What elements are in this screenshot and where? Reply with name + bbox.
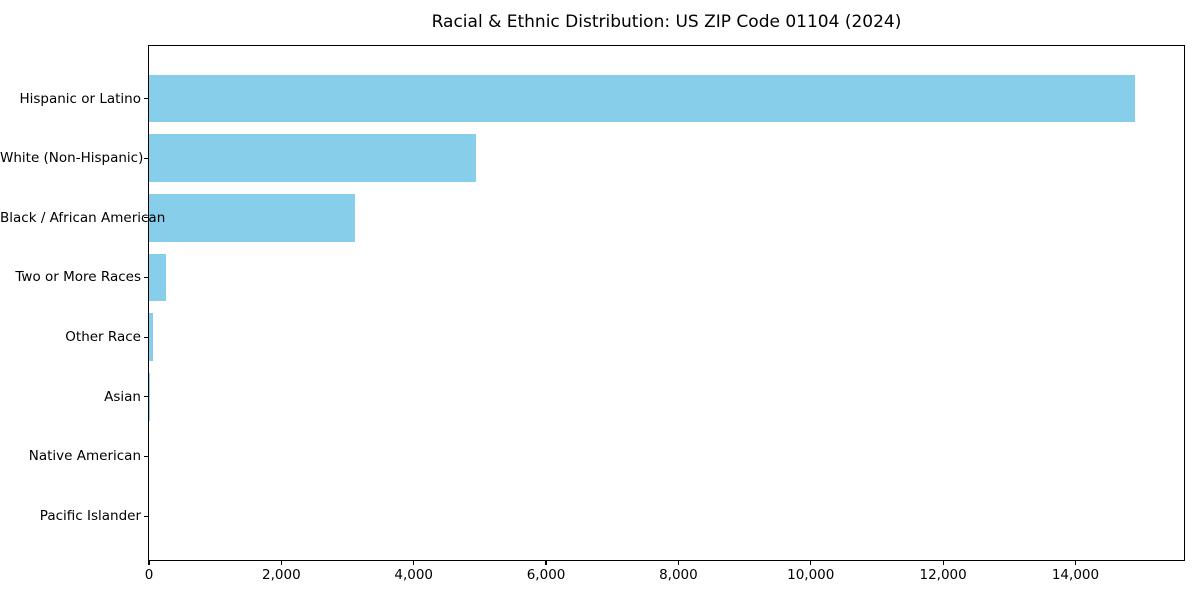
- x-tick-mark: [1074, 561, 1077, 565]
- bar: [149, 253, 167, 302]
- x-tick-label: 4,000: [394, 567, 434, 583]
- x-tick-mark: [942, 561, 944, 565]
- x-tick-label: 10,000: [787, 567, 835, 583]
- y-tick-mark: [144, 97, 148, 100]
- x-tick-mark: [148, 561, 150, 565]
- x-tick-mark: [413, 561, 415, 565]
- x-tick-label: 0: [144, 567, 154, 583]
- y-tick-label: Two or More Races: [15, 269, 141, 286]
- y-tick-mark: [144, 157, 148, 159]
- y-tick-mark: [144, 276, 148, 279]
- x-tick-mark: [810, 561, 812, 565]
- x-tick-label: 2,000: [262, 567, 301, 583]
- y-tick-label: Pacific Islander: [39, 508, 141, 525]
- x-tick-label: 14,000: [1051, 567, 1100, 583]
- chart-title: Racial & Ethnic Distribution: US ZIP Cod…: [431, 12, 902, 32]
- y-tick-mark: [144, 396, 148, 398]
- bar: [149, 372, 150, 421]
- x-tick-mark: [677, 561, 679, 565]
- y-tick-mark: [144, 455, 148, 458]
- plot-area: [148, 45, 1185, 561]
- x-tick-mark: [545, 561, 547, 565]
- y-tick-label: White (Non-Hispanic): [0, 150, 144, 167]
- bar: [149, 74, 1136, 123]
- bar: [149, 193, 356, 242]
- y-tick-label: Other Race: [65, 329, 141, 346]
- x-tick-mark: [280, 561, 282, 565]
- bar: [149, 134, 476, 182]
- x-tick-label: 12,000: [919, 567, 967, 583]
- y-tick-mark: [144, 515, 148, 517]
- bar: [149, 313, 153, 361]
- y-tick-mark: [144, 217, 148, 219]
- y-tick-label: Hispanic or Latino: [19, 90, 141, 107]
- x-tick-label: 6,000: [526, 567, 566, 583]
- y-tick-label: Native American: [28, 448, 141, 465]
- y-tick-label: Asian: [104, 388, 141, 405]
- x-tick-label: 8,000: [659, 567, 698, 583]
- y-tick-label: Black / African American: [0, 209, 166, 226]
- y-tick-mark: [144, 336, 148, 338]
